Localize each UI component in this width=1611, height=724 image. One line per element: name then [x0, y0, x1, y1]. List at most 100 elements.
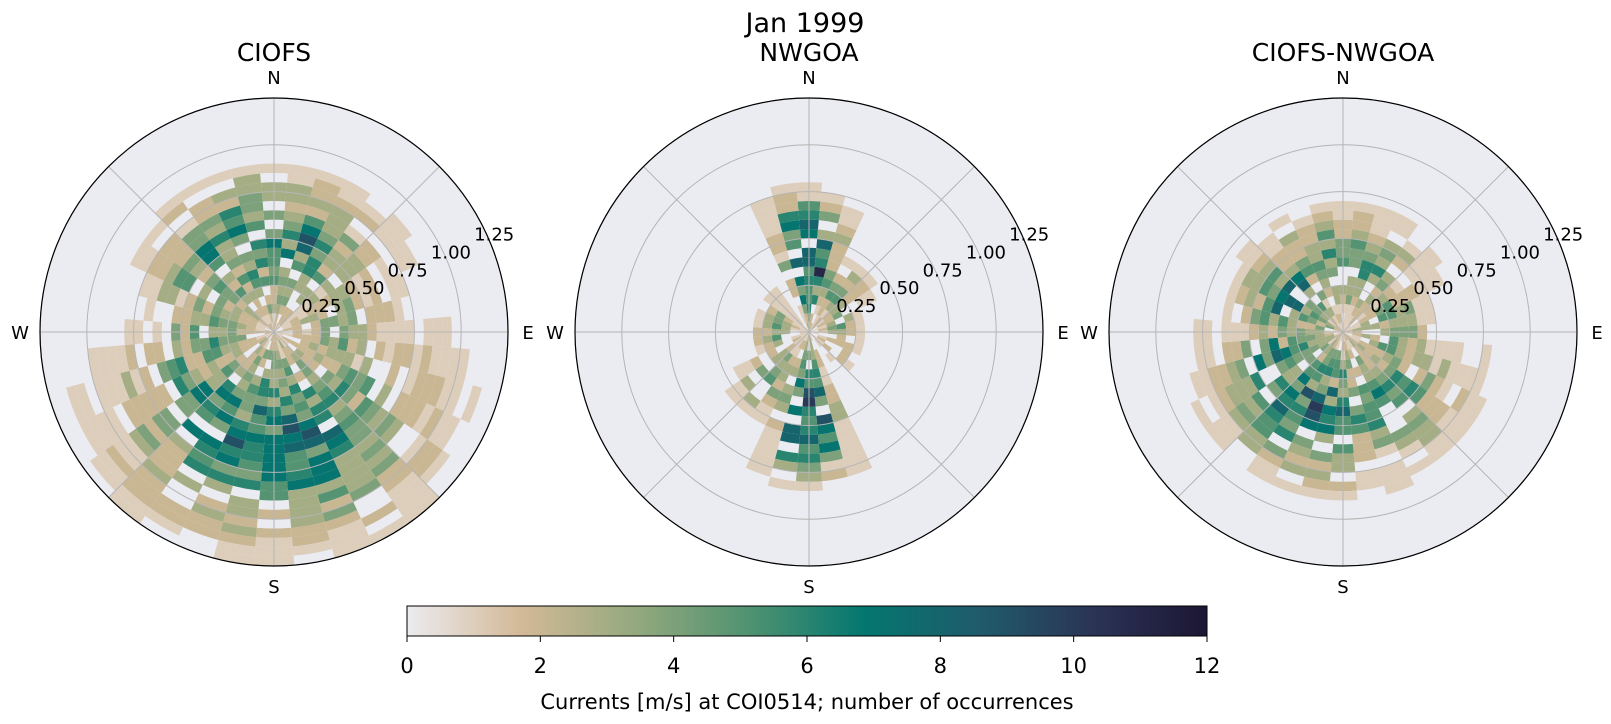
rose-cell [773, 250, 790, 265]
rose-cell [1212, 417, 1238, 445]
rose-cell [218, 442, 243, 459]
rose-cell [1427, 267, 1445, 289]
rose-cell [373, 256, 393, 281]
rose-cell [174, 356, 190, 376]
rose-cell [1278, 230, 1300, 248]
rose-cell [293, 281, 307, 294]
rose-cell [1353, 449, 1377, 463]
rose-cell [232, 173, 261, 188]
rose-cell [1273, 374, 1291, 392]
rose-cell [282, 220, 304, 233]
rose-cell [249, 413, 267, 426]
rose-cell [1402, 239, 1423, 260]
rose-cell [180, 339, 193, 357]
rose-cell [1380, 378, 1396, 394]
rose-cell [767, 476, 796, 491]
rose-cell [1412, 367, 1428, 386]
rose-cell [382, 341, 396, 364]
rose-cell [400, 343, 414, 369]
rose-cell [1290, 378, 1306, 394]
rose-cell [1250, 418, 1274, 440]
rose-cell [1396, 359, 1411, 375]
rose-cell [93, 378, 113, 412]
rose-cell [290, 391, 306, 405]
rose-cell [161, 437, 189, 463]
rose-cell [227, 335, 238, 345]
rose-cell [236, 322, 247, 330]
rose-cell [401, 368, 419, 396]
colorbar-tick-label: 2 [534, 654, 547, 678]
rose-cell [1362, 250, 1379, 265]
rose-cell [1295, 223, 1317, 239]
rose-cell [292, 324, 302, 331]
rose-cell [246, 320, 258, 328]
rose-cell [1370, 264, 1386, 279]
rose-cell [304, 347, 317, 359]
rose-cell [779, 431, 801, 444]
rose-cell [376, 457, 407, 486]
rose-cell [143, 298, 157, 322]
rose-cell [1281, 369, 1297, 385]
rose-cell [333, 404, 354, 425]
rose-cell [301, 385, 317, 400]
rose-cell [1366, 310, 1377, 321]
rose-cell [1311, 210, 1334, 224]
rose-cell [1362, 399, 1379, 414]
rose-cell [1353, 308, 1363, 319]
rose-cell [1351, 229, 1370, 242]
rose-cell [1234, 284, 1250, 306]
rose-cell [146, 387, 167, 413]
rose-cell [1423, 431, 1449, 455]
rose-cell [289, 315, 300, 325]
rose-cell [204, 374, 222, 392]
rose-cell [1347, 276, 1358, 287]
rose-cell [1329, 338, 1338, 348]
rose-cell [286, 277, 298, 290]
rose-cell [1351, 220, 1373, 233]
rose-cell [789, 308, 799, 319]
rose-cell [1232, 379, 1251, 402]
rose-cell [1404, 283, 1420, 301]
rose-cell [1345, 359, 1353, 370]
rose-cell [389, 246, 410, 273]
rose-cell [1319, 312, 1330, 322]
rose-cell [1328, 377, 1339, 388]
rose-cell [763, 341, 776, 352]
rose-cell [1388, 336, 1399, 347]
rose-cell [819, 449, 843, 463]
rose-cell [240, 343, 251, 354]
rose-cell [1316, 229, 1335, 242]
rose-cell [274, 322, 277, 332]
rose-cell [111, 373, 130, 404]
rose-cell [1346, 285, 1356, 296]
rose-cell [262, 348, 270, 360]
rose-cell [226, 223, 248, 239]
rose-cell [1359, 320, 1371, 328]
rose-cell [1350, 306, 1360, 317]
rose-cell [1362, 305, 1374, 316]
rose-cell [1310, 370, 1324, 383]
compass-label-w: W [546, 323, 564, 344]
rose-cell [1397, 315, 1409, 328]
rose-cell [355, 339, 368, 357]
rose-cell [412, 403, 436, 435]
rose-cell [321, 221, 344, 240]
rose-cell [312, 178, 342, 197]
rose-cell [1309, 343, 1320, 354]
rose-cell [1343, 332, 1346, 342]
rose-cell [274, 332, 278, 342]
rose-cell [402, 490, 440, 524]
rose-cell [240, 310, 251, 321]
radial-tick-label: 0.25 [1370, 296, 1410, 317]
rose-cell [333, 380, 351, 399]
rose-cell [1379, 319, 1390, 329]
rose-cell [220, 247, 239, 263]
polar-panel-ciofs: CIOFS N E S W 0.250.500.751.001.25 [11, 38, 534, 598]
rose-cell [1451, 341, 1465, 364]
rose-cell [384, 363, 401, 388]
rose-cell [254, 345, 264, 356]
rose-cell [799, 332, 809, 336]
rose-cell [218, 205, 243, 222]
rose-cell [219, 344, 232, 356]
rose-cell [288, 382, 302, 396]
